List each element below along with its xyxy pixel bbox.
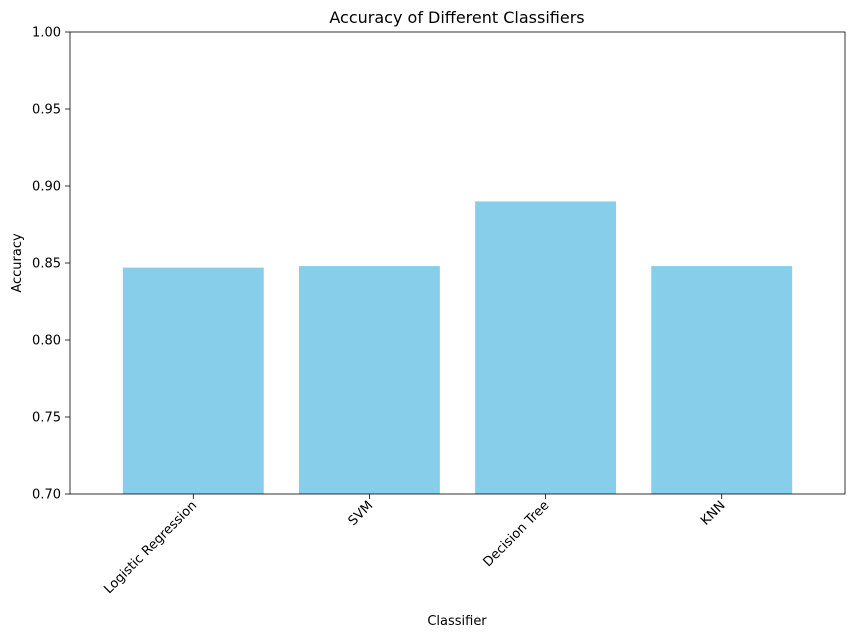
y-tick-label: 0.85 bbox=[32, 257, 61, 272]
bar-decision-tree bbox=[475, 201, 617, 494]
y-tick-label: 0.95 bbox=[32, 103, 61, 118]
y-tick-label: 0.80 bbox=[32, 334, 61, 349]
y-axis-title: Accuracy bbox=[10, 233, 25, 293]
x-tick-label-logistic-regression: Logistic Regression bbox=[101, 498, 200, 597]
bar-knn bbox=[651, 266, 793, 494]
plot-area: Logistic Regression SVM Decision Tree KNN 0.… bbox=[32, 26, 846, 597]
x-tick-label-decision-tree: Decision Tree bbox=[481, 498, 553, 570]
y-tick-label: 0.90 bbox=[32, 180, 61, 195]
y-tick-label: 0.70 bbox=[32, 488, 61, 503]
bar-svm bbox=[298, 266, 440, 494]
y-tick-label: 0.75 bbox=[32, 411, 61, 426]
bar-logistic-regression bbox=[122, 267, 264, 494]
x-tick-label-knn: KNN bbox=[698, 498, 728, 528]
chart-title: Accuracy of Different Classifiers bbox=[329, 8, 584, 27]
x-tick-label-svm: SVM bbox=[346, 498, 377, 529]
y-tick-label: 1.00 bbox=[32, 26, 61, 41]
x-axis-title: Classifier bbox=[427, 614, 487, 629]
axes-frame bbox=[69, 31, 846, 495]
